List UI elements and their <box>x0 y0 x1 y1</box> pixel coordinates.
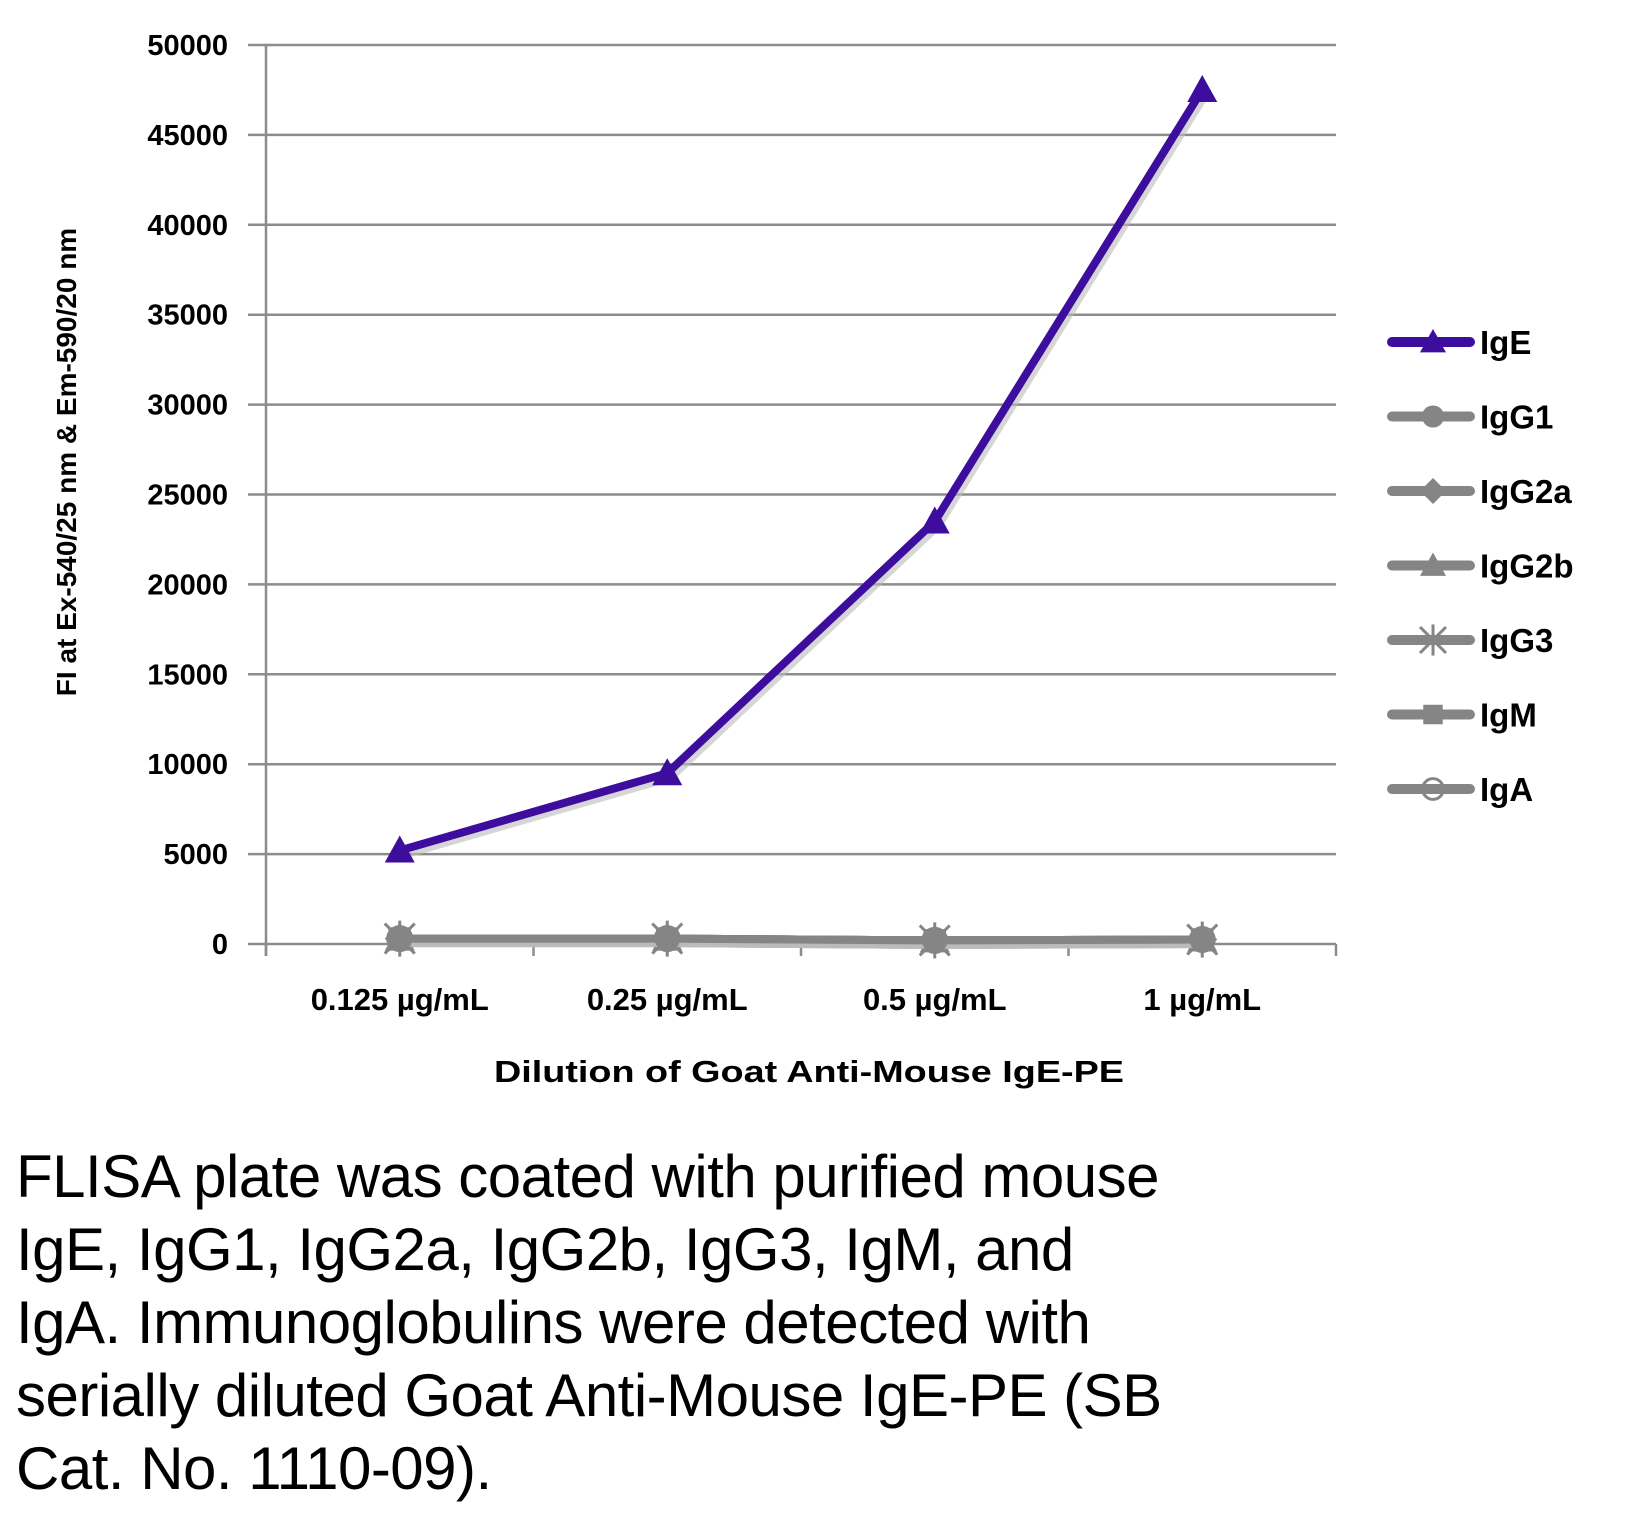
figure-caption: FLISA plate was coated with purified mou… <box>16 1140 1162 1505</box>
y-tick-label: 25000 <box>147 480 228 512</box>
legend-marker-triangle <box>1420 329 1446 353</box>
x-tick-label: 1 µg/mL <box>1143 982 1261 1017</box>
caption-line: Cat. No. 1110-09). <box>16 1435 492 1502</box>
legend-label: IgM <box>1480 697 1537 734</box>
legend-marker-diamond <box>1420 478 1446 504</box>
legend-label: IgG1 <box>1480 399 1553 436</box>
caption-line: FLISA plate was coated with purified mou… <box>16 1143 1159 1210</box>
y-tick-label: 0 <box>212 929 228 961</box>
y-tick-label: 45000 <box>147 120 228 152</box>
y-tick-label: 35000 <box>147 300 228 332</box>
legend-marker-square <box>1423 704 1443 725</box>
y-tick-label: 20000 <box>147 569 228 601</box>
caption-line: IgE, IgG1, IgG2a, IgG2b, IgG3, IgM, and <box>16 1216 1074 1283</box>
legend-label: IgG2a <box>1480 473 1572 510</box>
series-line <box>395 85 1207 855</box>
data-point-triangle <box>919 506 950 534</box>
x-tick-label: 0.25 µg/mL <box>587 982 748 1017</box>
x-axis-title: Dilution of Goat Anti-Mouse IgE-PE <box>494 1054 1124 1089</box>
x-tick-label: 0.125 µg/mL <box>311 982 489 1017</box>
y-tick-label: 50000 <box>147 30 228 62</box>
series-ige <box>384 74 1218 863</box>
y-axis-title: FI at Ex-540/25 nm & Em-590/20 nm <box>51 228 82 696</box>
legend-label: IgE <box>1480 324 1531 361</box>
legend-marker-circle <box>1421 405 1445 428</box>
legend-item-iga: IgA <box>1387 771 1533 808</box>
legend-item-igg1: IgG1 <box>1387 399 1553 436</box>
series-line <box>395 934 1207 945</box>
data-point-circle <box>654 925 680 952</box>
data-point-triangle <box>652 758 683 786</box>
legend-item-igg3: IgG3 <box>1387 622 1553 659</box>
y-tick-label: 30000 <box>147 390 228 422</box>
x-tick-label: 0.5 µg/mL <box>863 982 1007 1017</box>
data-point-circle <box>387 925 413 952</box>
data-point-circle <box>1189 926 1215 953</box>
legend-item-ige: IgE <box>1387 324 1531 361</box>
caption-line: IgA. Immunoglobulins were detected with <box>16 1289 1091 1356</box>
legend-label: IgA <box>1480 771 1533 808</box>
data-point-circle <box>922 927 948 954</box>
series-igg1 <box>387 925 1215 954</box>
caption-line: serially diluted Goat Anti-Mouse IgE-PE … <box>16 1362 1162 1429</box>
y-tick-label: 5000 <box>163 839 228 871</box>
legend-item-igg2a: IgG2a <box>1387 473 1572 510</box>
legend-label: IgG2b <box>1480 548 1574 585</box>
y-tick-label: 15000 <box>147 659 228 691</box>
line-chart: 0 5000 10000 15000 20000 25000 30000 35000 40000… <box>51 30 1574 1089</box>
legend-item-igg2b: IgG2b <box>1387 548 1574 585</box>
legend-label: IgG3 <box>1480 622 1553 659</box>
legend-marker-open-circle <box>1421 777 1445 801</box>
series-shadow <box>401 91 1210 859</box>
y-tick-label: 10000 <box>147 749 228 781</box>
legend-marker-triangle <box>1420 552 1446 576</box>
data-point-triangle <box>1187 74 1218 102</box>
data-point-triangle <box>384 835 415 863</box>
legend-item-igm: IgM <box>1387 697 1537 734</box>
y-tick-label: 40000 <box>147 210 228 242</box>
